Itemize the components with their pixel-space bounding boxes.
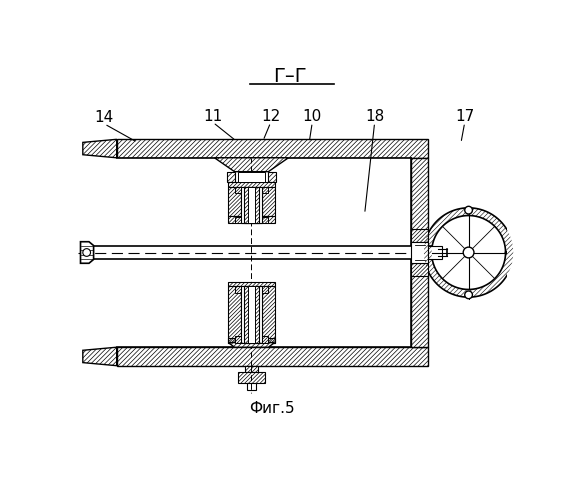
Polygon shape [227, 172, 234, 182]
Polygon shape [262, 217, 268, 223]
Text: Г–Г: Г–Г [273, 68, 307, 86]
Polygon shape [244, 286, 259, 343]
Polygon shape [83, 140, 117, 158]
Polygon shape [262, 187, 268, 193]
Polygon shape [83, 347, 117, 366]
Circle shape [465, 291, 472, 298]
Polygon shape [262, 286, 275, 343]
Circle shape [465, 206, 472, 214]
Polygon shape [228, 187, 241, 216]
Circle shape [83, 248, 90, 256]
Circle shape [463, 247, 474, 258]
Text: 11: 11 [203, 108, 223, 124]
Polygon shape [424, 208, 513, 297]
Text: Фиг.5: Фиг.5 [249, 400, 295, 415]
Polygon shape [247, 286, 255, 343]
Polygon shape [262, 336, 268, 342]
Polygon shape [117, 140, 428, 158]
Text: 14: 14 [95, 110, 114, 125]
Polygon shape [411, 242, 428, 264]
Polygon shape [268, 172, 276, 182]
Polygon shape [247, 187, 255, 223]
Polygon shape [117, 158, 228, 347]
Polygon shape [238, 172, 266, 182]
Text: 18: 18 [365, 108, 384, 124]
Polygon shape [228, 286, 241, 343]
Polygon shape [234, 187, 241, 193]
Polygon shape [228, 182, 275, 187]
Polygon shape [234, 336, 241, 342]
Polygon shape [228, 338, 275, 342]
Polygon shape [241, 286, 262, 343]
Polygon shape [241, 187, 262, 223]
Polygon shape [238, 372, 266, 382]
Polygon shape [244, 187, 259, 223]
Polygon shape [228, 342, 275, 347]
Polygon shape [117, 347, 428, 366]
Polygon shape [234, 286, 241, 292]
Polygon shape [262, 286, 268, 292]
Polygon shape [428, 246, 442, 260]
Polygon shape [245, 366, 258, 372]
Polygon shape [275, 158, 411, 347]
Polygon shape [411, 264, 428, 276]
Polygon shape [411, 230, 428, 241]
Polygon shape [80, 242, 94, 264]
Polygon shape [411, 158, 428, 347]
Polygon shape [247, 382, 256, 390]
Polygon shape [215, 158, 288, 172]
Text: 10: 10 [303, 108, 322, 124]
Polygon shape [262, 187, 275, 216]
Polygon shape [228, 216, 275, 223]
Polygon shape [83, 246, 432, 260]
Polygon shape [234, 217, 241, 223]
Text: 12: 12 [261, 108, 280, 124]
Polygon shape [228, 282, 275, 286]
Text: 17: 17 [455, 108, 475, 124]
